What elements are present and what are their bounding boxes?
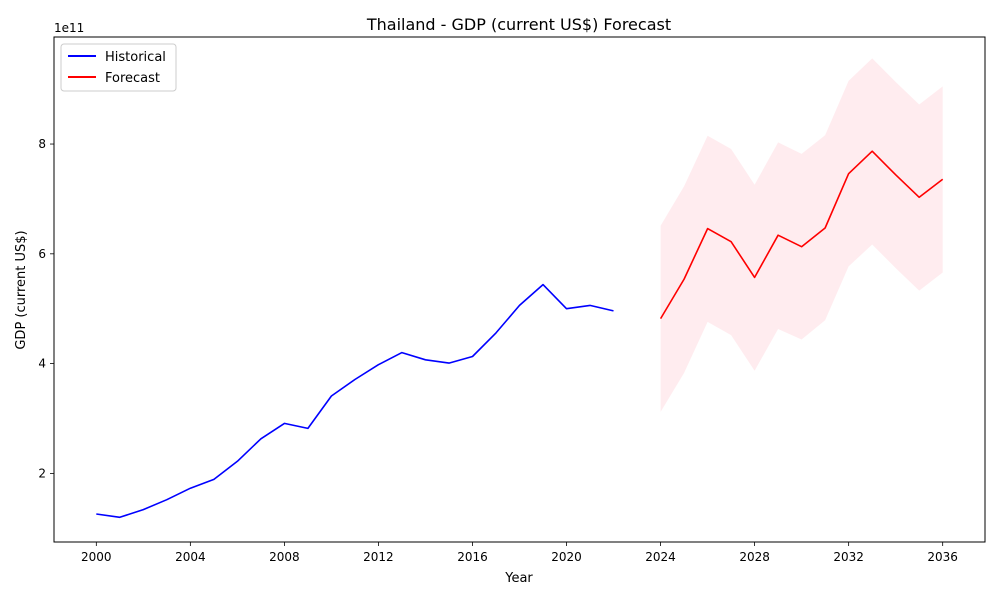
legend: Historical Forecast [60,43,177,92]
x-axis-label: Year [504,571,533,586]
x-tick-label: 2012 [363,550,394,564]
historical-series-line [96,283,614,519]
chart-title: Thailand - GDP (current US$) Forecast [366,15,671,34]
forecast-confidence-band [660,58,943,412]
legend-label-forecast: Forecast [105,71,160,86]
y-tick-label: 8 [38,137,46,151]
x-tick-label: 2036 [927,550,958,564]
y-tick-label: 2 [38,466,46,480]
x-tick-label: 2008 [269,550,300,564]
y-axis-offset-label: 1e11 [54,21,84,35]
series-lines-layer [96,150,944,519]
plot-area-frame [53,36,986,543]
x-tick-label: 2000 [81,550,112,564]
x-tick-label: 2016 [457,550,488,564]
x-tick-label: 2020 [551,550,582,564]
x-tick-label: 2028 [739,550,770,564]
y-tick-label: 6 [38,247,46,261]
y-axis-label: GDP (current US$) [14,230,29,349]
forecast-series-line [659,150,944,320]
x-axis-ticks: 2000 2004 2008 2012 2016 2020 2024 2028 2032 2036 [81,542,958,564]
x-tick-label: 2004 [175,550,206,564]
y-tick-label: 4 [38,357,46,371]
legend-label-historical: Historical [105,50,166,65]
y-axis-ticks: 2 4 6 8 [38,137,54,480]
x-tick-label: 2032 [833,550,864,564]
forecast-confidence-band-layer [660,58,943,412]
x-tick-label: 2024 [645,550,676,564]
